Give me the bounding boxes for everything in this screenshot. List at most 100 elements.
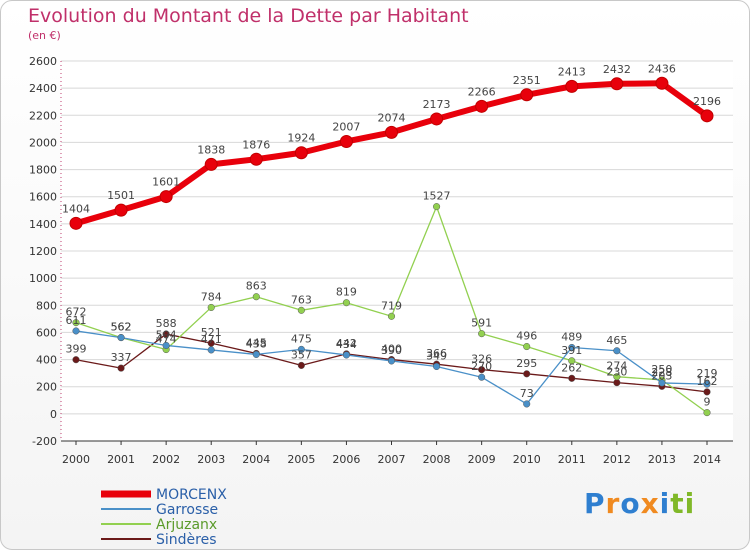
x-tick-label: 2009 bbox=[468, 453, 496, 466]
data-label: 465 bbox=[606, 334, 627, 347]
x-tick-label: 2011 bbox=[558, 453, 586, 466]
data-label: 228 bbox=[651, 366, 672, 379]
data-point bbox=[342, 299, 350, 307]
data-point bbox=[72, 319, 80, 327]
data-label: 2351 bbox=[513, 74, 541, 87]
data-point bbox=[613, 379, 621, 387]
data-point bbox=[565, 79, 579, 93]
y-tick-label: 2400 bbox=[29, 82, 57, 95]
y-tick-label: 1200 bbox=[29, 245, 57, 258]
data-point bbox=[117, 364, 125, 372]
data-point bbox=[297, 345, 305, 353]
data-point bbox=[568, 357, 576, 365]
data-label: 1924 bbox=[287, 132, 315, 145]
y-tick-label: 800 bbox=[36, 299, 57, 312]
x-tick-label: 2012 bbox=[603, 453, 631, 466]
data-label: 1876 bbox=[242, 138, 270, 151]
data-label: 863 bbox=[246, 280, 267, 293]
data-label: 489 bbox=[561, 330, 582, 343]
y-tick-label: 400 bbox=[36, 354, 57, 367]
x-tick-label: 2007 bbox=[378, 453, 406, 466]
y-tick-label: 2200 bbox=[29, 109, 57, 122]
data-point bbox=[568, 374, 576, 382]
x-tick-label: 2010 bbox=[513, 453, 541, 466]
data-label: 1601 bbox=[152, 176, 180, 189]
data-point bbox=[520, 88, 534, 102]
data-label: 9 bbox=[704, 396, 711, 409]
y-tick-label: 200 bbox=[36, 381, 57, 394]
data-point bbox=[117, 334, 125, 342]
y-tick-label: 0 bbox=[50, 408, 57, 421]
data-point bbox=[433, 362, 441, 371]
y-tick-label: 1800 bbox=[29, 164, 57, 177]
data-label: 203 bbox=[651, 369, 672, 382]
data-point bbox=[252, 350, 260, 358]
data-label: 357 bbox=[291, 348, 312, 361]
data-label: 219 bbox=[697, 367, 718, 380]
data-point bbox=[568, 343, 576, 352]
data-point bbox=[387, 357, 396, 365]
data-label: 521 bbox=[201, 326, 222, 339]
data-label: 400 bbox=[381, 343, 402, 356]
data-label: 366 bbox=[426, 347, 447, 360]
x-tick-label: 2003 bbox=[197, 453, 225, 466]
data-label: 496 bbox=[516, 330, 537, 343]
data-point bbox=[207, 346, 215, 354]
data-point bbox=[69, 216, 83, 230]
proxiti-logo: Proxiti bbox=[584, 487, 696, 520]
data-point bbox=[613, 373, 621, 381]
data-point bbox=[700, 109, 714, 123]
data-label: 438 bbox=[246, 337, 267, 350]
data-point bbox=[162, 330, 170, 338]
y-tick-label: 1400 bbox=[29, 218, 57, 231]
data-label: 2074 bbox=[378, 111, 406, 124]
chart-subtitle: (en €) bbox=[28, 29, 61, 42]
data-label: 562 bbox=[111, 321, 132, 334]
data-label: 2173 bbox=[423, 98, 451, 111]
data-label: 390 bbox=[381, 344, 402, 357]
data-label: 591 bbox=[471, 317, 492, 330]
data-point bbox=[703, 380, 711, 388]
y-tick-label: 1600 bbox=[29, 191, 57, 204]
data-point bbox=[703, 409, 711, 417]
data-point bbox=[342, 351, 350, 359]
data-label: 274 bbox=[606, 360, 627, 373]
data-label: 337 bbox=[111, 351, 132, 364]
data-label: 1527 bbox=[423, 190, 451, 203]
y-tick-label: 1000 bbox=[29, 272, 57, 285]
data-label: 270 bbox=[471, 360, 492, 373]
data-point bbox=[159, 190, 173, 204]
data-point bbox=[613, 347, 621, 355]
data-point bbox=[478, 330, 486, 338]
data-label: 588 bbox=[156, 317, 177, 330]
data-point bbox=[207, 303, 215, 312]
data-point bbox=[297, 361, 305, 369]
data-label: 250 bbox=[651, 363, 672, 376]
data-label: 2413 bbox=[558, 65, 586, 78]
data-label: 262 bbox=[561, 361, 582, 374]
data-label: 474 bbox=[156, 333, 177, 346]
data-label: 73 bbox=[520, 387, 534, 400]
data-point bbox=[703, 388, 711, 396]
data-label: 2007 bbox=[332, 120, 360, 133]
x-tick-label: 2002 bbox=[152, 453, 180, 466]
legend-label: Garrosse bbox=[156, 502, 218, 518]
x-tick-label: 2005 bbox=[287, 453, 315, 466]
data-label: 442 bbox=[336, 337, 357, 350]
x-tick-label: 2000 bbox=[62, 453, 90, 466]
data-label: 471 bbox=[201, 333, 222, 346]
data-point bbox=[249, 152, 263, 166]
data-label: 391 bbox=[561, 344, 582, 357]
data-label: 819 bbox=[336, 286, 357, 299]
data-point bbox=[294, 146, 308, 160]
data-point bbox=[475, 99, 489, 113]
data-point bbox=[430, 112, 444, 126]
data-label: 295 bbox=[516, 357, 537, 370]
legend-label: Arjuzanx bbox=[156, 517, 217, 533]
data-label: 349 bbox=[426, 349, 447, 362]
data-label: 504 bbox=[156, 328, 177, 341]
legend-label: MORCENX bbox=[156, 487, 227, 503]
data-point bbox=[162, 341, 170, 350]
y-tick-label: 600 bbox=[36, 326, 57, 339]
data-label: 162 bbox=[697, 375, 718, 388]
